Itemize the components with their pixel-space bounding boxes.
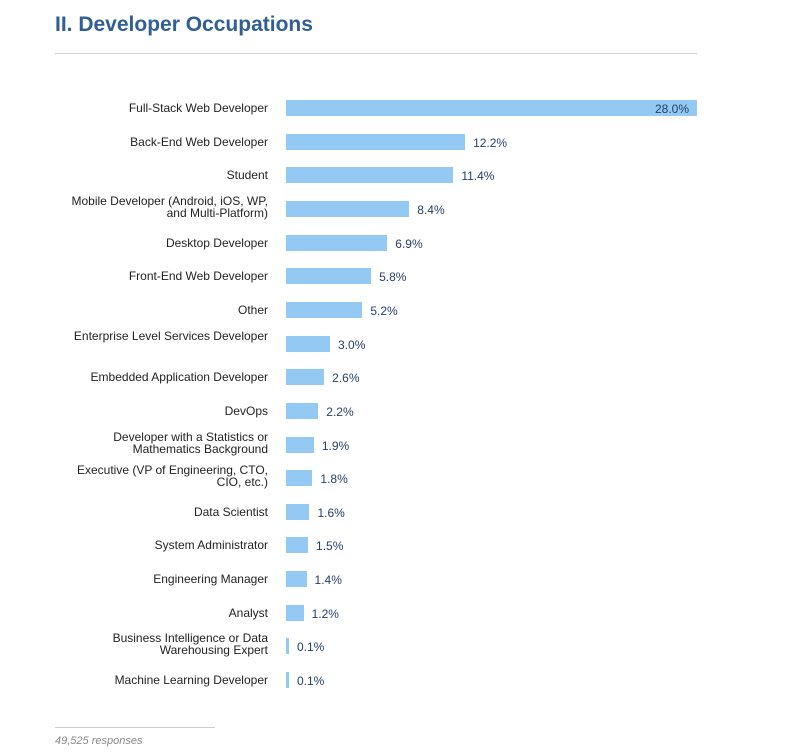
bar	[286, 470, 313, 487]
category-label: Business Intelligence or Data Warehousin…	[112, 631, 268, 658]
chart-row: DevOps 2.2%	[0, 396, 800, 426]
category-label: Back-End Web Developer	[130, 134, 268, 149]
value-label: 5.8%	[379, 270, 407, 285]
value-label: 0.1%	[297, 674, 325, 689]
bar	[286, 638, 289, 655]
category-label: Mobile Developer (Android, iOS, WP, and …	[71, 193, 268, 220]
chart-row: Developer with a Statistics or Mathemati…	[0, 430, 800, 460]
value-label: 1.5%	[316, 539, 344, 554]
bar	[286, 402, 319, 419]
bar	[286, 200, 410, 217]
bar	[286, 335, 331, 352]
category-label: Front-End Web Developer	[128, 269, 268, 284]
bar	[286, 133, 466, 150]
category-label: Executive (VP of Engineering, CTO, CIO, …	[77, 463, 268, 490]
value-label: 1.2%	[311, 606, 339, 621]
value-label: 0.1%	[297, 640, 325, 655]
value-label: 5.2%	[370, 303, 398, 318]
chart-row: Analyst 1.2%	[0, 598, 800, 628]
title-divider	[55, 53, 697, 54]
chart-row: Engineering Manager 1.4%	[0, 564, 800, 594]
bar	[286, 537, 309, 554]
page-title: II. Developer Occupations	[55, 13, 313, 36]
category-label: Embedded Application Developer	[90, 370, 268, 385]
chart-row: Executive (VP of Engineering, CTO, CIO, …	[0, 463, 800, 493]
chart-row: Back-End Web Developer 12.2%	[0, 127, 800, 157]
category-label: System Administrator	[154, 538, 268, 553]
chart-row: Embedded Application Developer 2.6%	[0, 362, 800, 392]
value-label: 28.0%	[655, 102, 690, 116]
bar	[286, 268, 372, 285]
chart-row: Data Scientist 1.6%	[0, 497, 800, 527]
bar	[286, 100, 697, 116]
value-label: 6.9%	[395, 236, 423, 251]
bar	[286, 571, 307, 588]
bar	[286, 503, 310, 520]
category-label: Data Scientist	[193, 504, 268, 519]
value-label: 2.6%	[332, 371, 360, 386]
bar	[286, 436, 314, 453]
category-label: Other	[237, 302, 268, 317]
bar	[286, 604, 304, 621]
chart-row: Enterprise Level Services Developer 3.0%	[0, 329, 800, 359]
category-label: Full-Stack Web Developer	[128, 101, 268, 115]
category-label: Developer with a Statistics or Mathemati…	[113, 429, 268, 456]
category-label: Machine Learning Developer	[114, 673, 268, 688]
bar	[286, 672, 289, 689]
category-label: Enterprise Level Services Developer	[73, 328, 268, 343]
bar	[286, 369, 325, 386]
chart-row: Front-End Web Developer 5.8%	[0, 261, 800, 291]
value-label: 1.4%	[314, 573, 342, 588]
category-label: Student	[226, 168, 268, 183]
chart-row: Student 11.4%	[0, 160, 800, 190]
chart-row: Mobile Developer (Android, iOS, WP, and …	[0, 194, 800, 224]
value-label: 1.8%	[320, 472, 348, 487]
category-label: Desktop Developer	[165, 235, 268, 250]
value-label: 11.4%	[461, 169, 495, 184]
response-count: 49,525 responses	[55, 735, 143, 747]
bar	[286, 301, 363, 318]
value-label: 12.2%	[473, 135, 508, 150]
chart-row: Machine Learning Developer 0.1%	[0, 665, 800, 695]
value-label: 2.2%	[326, 404, 354, 419]
value-label: 1.6%	[317, 505, 345, 520]
chart-row: Business Intelligence or Data Warehousin…	[0, 631, 800, 661]
footer-divider	[55, 727, 215, 728]
chart-row: Full-Stack Web Developer 28.0%	[0, 93, 800, 123]
chart-row: System Administrator 1.5%	[0, 530, 800, 560]
chart-row: Other 5.2%	[0, 295, 800, 325]
value-label: 8.4%	[417, 202, 445, 217]
value-label: 1.9%	[321, 438, 350, 453]
category-label: Engineering Manager	[153, 572, 268, 587]
bar	[286, 234, 388, 251]
bar	[286, 167, 454, 184]
value-label: 3.0%	[338, 337, 366, 352]
chart-row: Desktop Developer 6.9%	[0, 228, 800, 258]
category-label: Analyst	[228, 605, 268, 620]
category-label: DevOps	[224, 403, 268, 418]
